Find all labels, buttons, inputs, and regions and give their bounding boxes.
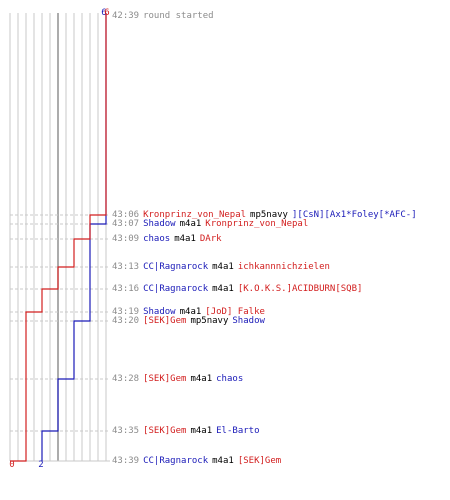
victim-name: chaos bbox=[216, 374, 244, 384]
weapon-name: mp5navy bbox=[190, 316, 229, 326]
kill-row: 43:06 Kronprinz_von_Nepal mp5navy][CsN][Ax… bbox=[112, 210, 417, 220]
series-blue-team bbox=[41, 13, 107, 461]
kill-time: 43:06 bbox=[112, 210, 140, 220]
round-start-text: round started bbox=[143, 11, 214, 21]
kill-time: 43:39 bbox=[112, 456, 140, 466]
blue-start-score: 6 bbox=[101, 8, 106, 18]
kill-time: 43:07 bbox=[112, 219, 140, 229]
series-red-team bbox=[10, 13, 107, 462]
killer-name: CC|Ragnarock bbox=[143, 262, 209, 272]
kill-row: 43:28 [SEK]Gem m4a1 chaos bbox=[112, 374, 243, 384]
victim-name: [K.O.K.S.]ACIDBURN[SQB] bbox=[237, 284, 363, 294]
kill-row: 43:39 CC|Ragnarock m4a1 [SEK]Gem bbox=[112, 456, 281, 466]
round-start-time: 42:39 bbox=[112, 11, 140, 21]
killer-name: [SEK]Gem bbox=[143, 374, 187, 384]
weapon-name: m4a1 bbox=[212, 284, 234, 294]
victim-name: Kronprinz_von_Nepal bbox=[205, 219, 309, 229]
kill-row: 43:20 [SEK]Gem mp5navy Shadow bbox=[112, 316, 265, 326]
kill-row: 43:07 Shadow m4a1 Kronprinz_von_Nepal bbox=[112, 219, 308, 229]
killer-name: [SEK]Gem bbox=[143, 426, 187, 436]
round-start-row: 42:39 round started bbox=[112, 11, 214, 21]
victim-name: ichkannnichzielen bbox=[237, 262, 330, 272]
victim-name: [SEK]Gem bbox=[237, 456, 282, 466]
killer-name: Kronprinz_von_Nepal bbox=[143, 210, 247, 220]
weapon-name: m4a1 bbox=[179, 219, 202, 229]
kill-time: 43:16 bbox=[112, 284, 140, 294]
weapon-name: m4a1 bbox=[212, 456, 234, 466]
chart-series bbox=[10, 13, 107, 462]
weapon-name: m4a1 bbox=[179, 307, 202, 317]
killer-name: Shadow bbox=[143, 219, 176, 229]
kill-row: 43:16 CC|Ragnarock m4a1 [K.O.K.S.]ACIDBURN[… bbox=[112, 284, 362, 294]
killer-name: CC|Ragnarock bbox=[143, 284, 209, 294]
kill-time: 43:20 bbox=[112, 316, 140, 326]
kill-row: 43:13 CC|Ragnarock m4a1 ichkannnichzielen bbox=[112, 262, 330, 272]
killer-name: Shadow bbox=[143, 307, 176, 317]
killer-name: chaos bbox=[143, 234, 171, 244]
kill-row: 43:09 chaos m4a1 DArk bbox=[112, 234, 222, 244]
kill-row: 43:19 Shadow m4a1 [JoD] Falke bbox=[112, 307, 265, 317]
victim-name: El-Barto bbox=[216, 426, 260, 436]
victim-name: ][CsN][Ax1*Foley[*AFC-] bbox=[291, 210, 417, 220]
kill-time: 43:13 bbox=[112, 262, 140, 272]
weapon-name: m4a1 bbox=[190, 374, 213, 384]
weapon-name: m4a1 bbox=[174, 234, 196, 244]
weapon-name: m4a1 bbox=[212, 262, 234, 272]
killer-name: CC|Ragnarock bbox=[143, 456, 209, 466]
kill-row: 43:35 [SEK]Gem m4a1 El-Barto bbox=[112, 426, 260, 436]
victim-name: DArk bbox=[199, 234, 222, 244]
blue-end-score: 2 bbox=[38, 460, 43, 470]
kill-time: 43:09 bbox=[112, 234, 140, 244]
killer-name: [SEK]Gem bbox=[143, 316, 187, 326]
kill-time: 43:28 bbox=[112, 374, 140, 384]
kill-time: 43:19 bbox=[112, 307, 140, 317]
weapon-name: mp5navy bbox=[250, 210, 288, 220]
victim-name: Shadow bbox=[232, 316, 265, 326]
weapon-name: m4a1 bbox=[190, 426, 213, 436]
victim-name: [JoD] Falke bbox=[205, 307, 265, 317]
kill-time: 43:35 bbox=[112, 426, 140, 436]
red-start-score: 6 bbox=[104, 8, 109, 18]
red-end-score: 0 bbox=[9, 460, 14, 470]
